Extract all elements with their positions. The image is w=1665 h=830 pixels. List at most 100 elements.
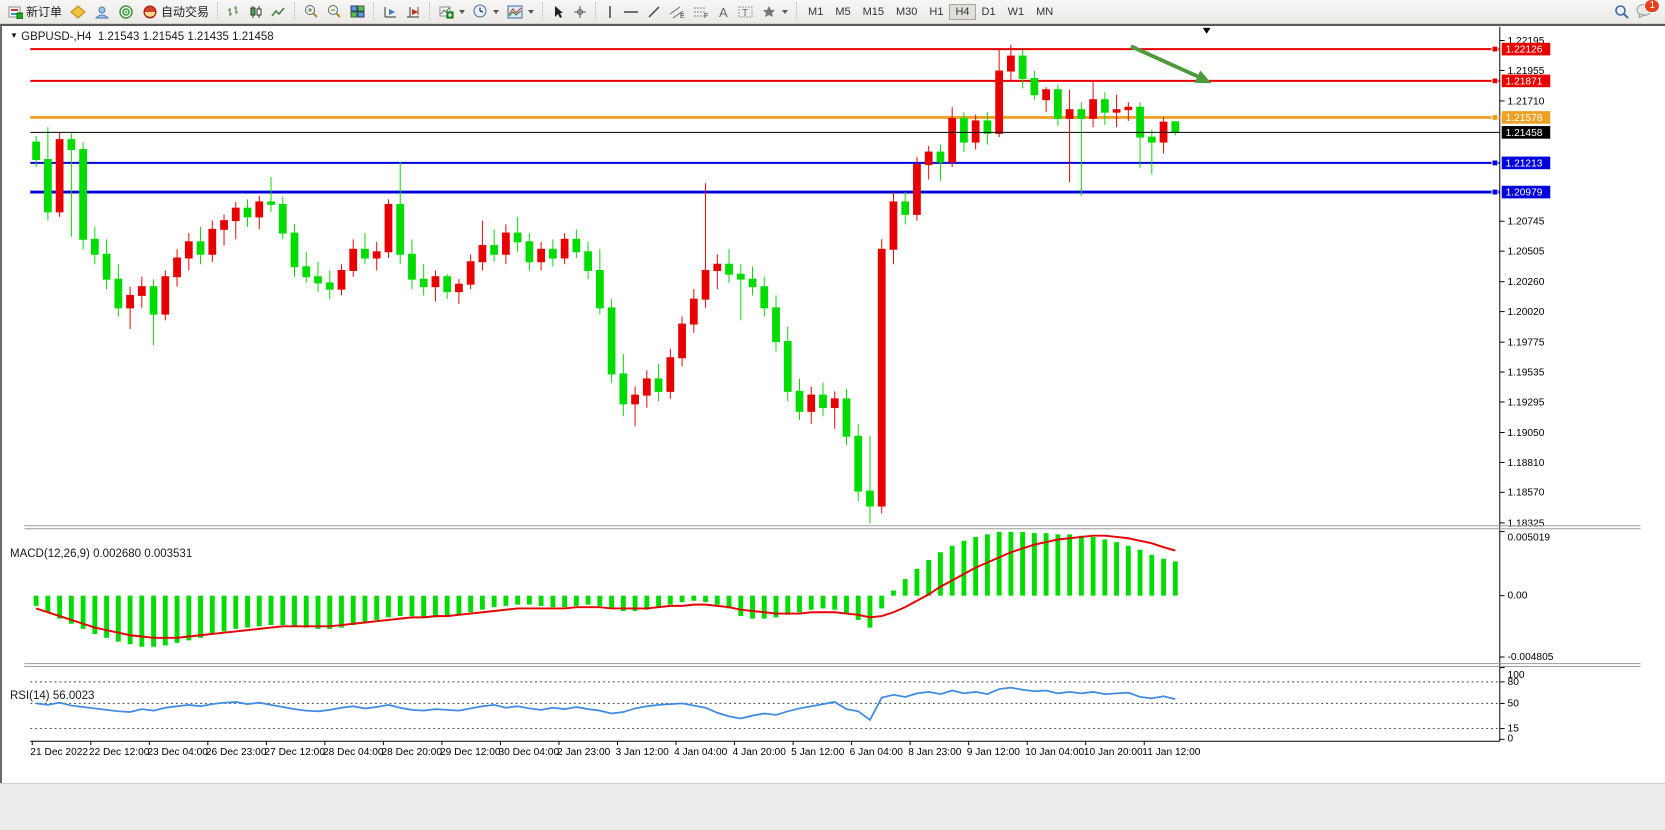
tile-windows-icon bbox=[350, 5, 365, 17]
toolbar-separator bbox=[542, 3, 544, 20]
chart-shift-icon bbox=[407, 6, 420, 17]
horizontal-line-icon bbox=[624, 10, 639, 13]
svg-text:8 Jan 23:00: 8 Jan 23:00 bbox=[908, 747, 962, 758]
new-order-label: 新订单 bbox=[26, 5, 63, 19]
candlestick-chart-icon bbox=[250, 5, 262, 18]
svg-text:1.18810: 1.18810 bbox=[1508, 458, 1545, 469]
signals-icon bbox=[119, 4, 133, 19]
toolbar: 新订单 自动交易 E F A T M1 M5 M15 M30 H1 H4 D1 W1 MN 1 bbox=[0, 0, 1665, 24]
timeframe-w1[interactable]: W1 bbox=[1007, 5, 1025, 18]
timeframe-group: M1 M5 M15 M30 H1 H4 D1 W1 MN bbox=[802, 3, 1059, 20]
svg-text:1.20260: 1.20260 bbox=[1508, 277, 1545, 288]
periods-clock-icon bbox=[473, 4, 487, 18]
svg-text:21 Dec 2022: 21 Dec 2022 bbox=[30, 747, 88, 758]
text-label-button[interactable]: T bbox=[734, 3, 758, 21]
svg-text:-0.004805: -0.004805 bbox=[1508, 652, 1554, 663]
macd-indicator-label: MACD(12,26,9) 0.002680 0.003531 bbox=[10, 548, 192, 560]
svg-text:4 Jan 04:00: 4 Jan 04:00 bbox=[674, 747, 728, 758]
fibonacci-button[interactable]: F bbox=[689, 3, 713, 21]
chart-shift-button[interactable] bbox=[402, 3, 425, 21]
timeframe-m5[interactable]: M5 bbox=[835, 5, 851, 18]
zoom-out-button[interactable] bbox=[323, 2, 346, 21]
svg-text:1.21578: 1.21578 bbox=[1506, 113, 1543, 124]
text-label-icon: T bbox=[738, 6, 753, 19]
timeframe-m1[interactable]: M1 bbox=[808, 5, 824, 18]
svg-text:26 Dec 23:00: 26 Dec 23:00 bbox=[206, 747, 267, 758]
pane-dividers bbox=[24, 525, 1641, 668]
tile-windows-button[interactable] bbox=[346, 3, 369, 21]
svg-text:1.20020: 1.20020 bbox=[1508, 307, 1545, 318]
svg-text:E: E bbox=[680, 13, 685, 19]
svg-text:1.22195: 1.22195 bbox=[1508, 36, 1545, 47]
arrows-button[interactable] bbox=[758, 3, 792, 21]
charts-button[interactable] bbox=[66, 3, 90, 21]
candles-layer bbox=[32, 44, 1180, 524]
svg-text:29 Dec 12:00: 29 Dec 12:00 bbox=[440, 747, 501, 758]
indicators-icon bbox=[439, 6, 454, 18]
channel-button[interactable]: E bbox=[665, 3, 689, 21]
trend-arrow-annotation bbox=[1130, 27, 1212, 84]
search-icon[interactable] bbox=[1614, 4, 1630, 20]
timeframe-h4[interactable]: H4 bbox=[949, 3, 976, 20]
svg-text:5 Jan 12:00: 5 Jan 12:00 bbox=[791, 747, 845, 758]
autotrade-button[interactable]: 自动交易 bbox=[138, 1, 213, 22]
svg-text:27 Dec 12:00: 27 Dec 12:00 bbox=[264, 747, 325, 758]
svg-text:11 Jan 12:00: 11 Jan 12:00 bbox=[1142, 747, 1200, 758]
vertical-line-button[interactable] bbox=[601, 3, 619, 21]
cursor-icon bbox=[555, 5, 564, 18]
cursor-button[interactable] bbox=[548, 3, 569, 21]
line-chart-icon bbox=[271, 7, 285, 16]
auto-scroll-icon bbox=[384, 6, 397, 17]
timeframe-mn[interactable]: MN bbox=[1036, 5, 1054, 18]
community-button[interactable] bbox=[90, 3, 114, 21]
line-chart-button[interactable] bbox=[267, 3, 290, 21]
time-axis: 21 Dec 2022 22 Dec 12:0023 Dec 04:0026 De… bbox=[30, 741, 1201, 758]
svg-text:0: 0 bbox=[1508, 733, 1514, 744]
svg-text:1.19295: 1.19295 bbox=[1508, 397, 1545, 408]
rsi-indicator-label: RSI(14) 56.0023 bbox=[10, 690, 94, 702]
indicators-dropdown-caret bbox=[459, 9, 466, 14]
chart-canvas[interactable]: 1.22195 1.21955 1.21710 1.20745 1.20505 1.202… bbox=[0, 24, 1665, 783]
svg-text:22 Dec 12:00: 22 Dec 12:00 bbox=[89, 747, 150, 758]
timeframe-m30[interactable]: M30 bbox=[896, 5, 918, 18]
svg-text:28 Dec 04:00: 28 Dec 04:00 bbox=[323, 747, 384, 758]
signals-button[interactable] bbox=[114, 3, 138, 21]
symbol-dropdown-marker[interactable]: ▼ bbox=[10, 31, 18, 40]
svg-text:3 Jan 12:00: 3 Jan 12:00 bbox=[616, 747, 670, 758]
svg-text:0.00: 0.00 bbox=[1508, 591, 1528, 602]
timeframe-d1[interactable]: D1 bbox=[981, 5, 996, 18]
candlestick-chart-button[interactable] bbox=[245, 3, 267, 21]
text-button[interactable]: A bbox=[713, 3, 734, 21]
notifications-button[interactable]: 1 bbox=[1636, 0, 1660, 21]
trendline-button[interactable] bbox=[643, 3, 665, 21]
chart-window[interactable]: 1.22195 1.21955 1.21710 1.20745 1.20505 1.202… bbox=[0, 24, 1665, 783]
periods-button[interactable] bbox=[469, 2, 503, 21]
timeframe-m15[interactable]: M15 bbox=[862, 5, 884, 18]
fibonacci-icon: F bbox=[694, 7, 708, 19]
chart-shift-marker bbox=[1202, 27, 1211, 34]
new-order-button[interactable]: 新订单 bbox=[4, 1, 66, 22]
toolbar-separator bbox=[429, 3, 431, 20]
zoom-in-button[interactable] bbox=[300, 2, 323, 21]
toolbar-separator bbox=[796, 3, 798, 20]
auto-scroll-button[interactable] bbox=[379, 3, 402, 21]
new-order-icon bbox=[8, 6, 23, 19]
current-price-line: 1.21458 bbox=[30, 126, 1551, 139]
templates-button[interactable] bbox=[503, 3, 538, 21]
svg-text:100: 100 bbox=[1508, 670, 1525, 681]
macd-pane: 0.005019 0.00 -0.004805 bbox=[33, 531, 1554, 663]
autotrade-label: 自动交易 bbox=[161, 5, 210, 19]
charts-icon bbox=[70, 4, 86, 19]
bar-chart-button[interactable] bbox=[223, 3, 245, 21]
autotrade-icon bbox=[143, 5, 157, 18]
svg-text:6 Jan 04:00: 6 Jan 04:00 bbox=[850, 747, 904, 758]
svg-text:1.19050: 1.19050 bbox=[1508, 428, 1545, 439]
timeframe-h1[interactable]: H1 bbox=[929, 5, 944, 18]
svg-text:30 Dec 04:00: 30 Dec 04:00 bbox=[499, 747, 560, 758]
crosshair-button[interactable] bbox=[569, 3, 591, 21]
svg-text:1.21458: 1.21458 bbox=[1506, 128, 1543, 139]
chart-title-symbol: GBPUSD-,H4 bbox=[21, 31, 92, 43]
indicators-button[interactable] bbox=[435, 3, 469, 21]
horizontal-line-button[interactable] bbox=[619, 3, 643, 21]
